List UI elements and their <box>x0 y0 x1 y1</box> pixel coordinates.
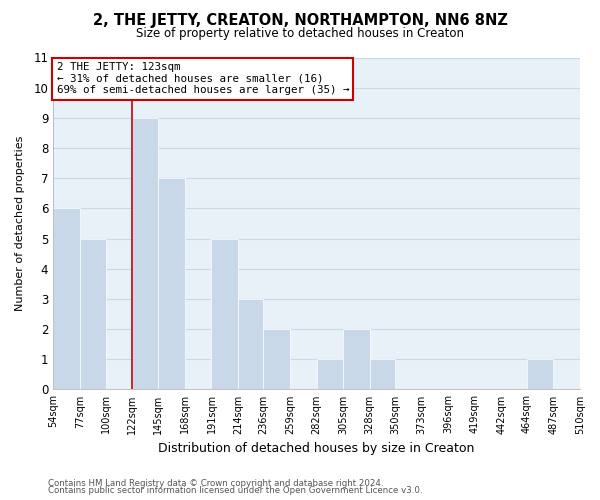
Text: Contains HM Land Registry data © Crown copyright and database right 2024.: Contains HM Land Registry data © Crown c… <box>48 478 383 488</box>
Bar <box>370 360 395 390</box>
Text: Contains public sector information licensed under the Open Government Licence v3: Contains public sector information licen… <box>48 486 422 495</box>
Text: Size of property relative to detached houses in Creaton: Size of property relative to detached ho… <box>136 28 464 40</box>
Text: 2 THE JETTY: 123sqm
← 31% of detached houses are smaller (16)
69% of semi-detach: 2 THE JETTY: 123sqm ← 31% of detached ho… <box>56 62 349 95</box>
Bar <box>263 329 290 390</box>
Bar <box>238 299 263 390</box>
Bar <box>132 118 158 390</box>
Text: 2, THE JETTY, CREATON, NORTHAMPTON, NN6 8NZ: 2, THE JETTY, CREATON, NORTHAMPTON, NN6 … <box>92 12 508 28</box>
Bar <box>317 360 343 390</box>
Bar <box>53 208 80 390</box>
Bar <box>211 238 238 390</box>
Bar <box>527 360 553 390</box>
Y-axis label: Number of detached properties: Number of detached properties <box>15 136 25 311</box>
Bar <box>158 178 185 390</box>
Bar <box>343 329 370 390</box>
X-axis label: Distribution of detached houses by size in Creaton: Distribution of detached houses by size … <box>158 442 475 455</box>
Bar <box>80 238 106 390</box>
